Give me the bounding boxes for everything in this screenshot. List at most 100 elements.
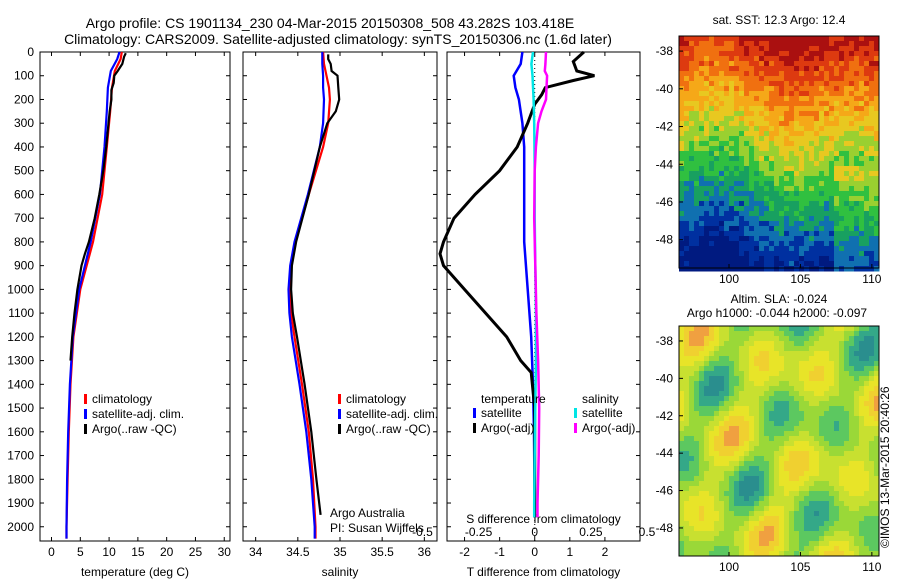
- sst-map-cell: [804, 236, 810, 242]
- sst-map-cell: [704, 211, 710, 217]
- sst-map-cell: [684, 61, 690, 67]
- sla-map-cell: [709, 336, 715, 342]
- sst-map-cell: [774, 36, 780, 42]
- sst-map-cell: [839, 141, 845, 147]
- sst-map-cell: [809, 91, 815, 97]
- sst-map-cell: [719, 81, 725, 87]
- sst-map-cell: [739, 81, 745, 87]
- sst-map-cell: [764, 241, 770, 247]
- sla-map-cell: [714, 441, 720, 447]
- sst-map-cell: [854, 226, 860, 232]
- sst-map-cell: [764, 176, 770, 182]
- sla-map-cell: [794, 411, 800, 417]
- sla-map-cell: [679, 466, 685, 472]
- sst-map-cell: [714, 101, 720, 107]
- sla-map-cell: [719, 386, 725, 392]
- sla-map-y-tick-label: -38: [656, 334, 674, 348]
- sst-map-cell: [804, 211, 810, 217]
- sst-map-cell: [679, 136, 685, 142]
- sla-map-cell: [789, 436, 795, 442]
- sst-map-cell: [869, 196, 875, 202]
- sst-map-cell: [684, 51, 690, 57]
- sst-map-cell: [799, 136, 805, 142]
- sla-map-cell: [824, 401, 830, 407]
- sst-map-cell: [844, 126, 850, 132]
- sla-map-cell: [849, 396, 855, 402]
- sla-map-cell: [864, 361, 870, 367]
- sla-map-cell: [679, 496, 685, 502]
- sla-map-cell: [749, 471, 755, 477]
- sst-map-cell: [714, 231, 720, 237]
- sst-map-cell: [724, 166, 730, 172]
- sla-map-cell: [739, 401, 745, 407]
- sst-map-cell: [714, 241, 720, 247]
- sst-map-cell: [679, 131, 685, 137]
- sla-map-cell: [824, 531, 830, 537]
- sla-map-cell: [684, 481, 690, 487]
- sst-map-cell: [854, 96, 860, 102]
- sla-map-cell: [804, 426, 810, 432]
- sla-map-cell: [799, 511, 805, 517]
- sla-map-cell: [789, 551, 795, 557]
- sla-map-cell: [869, 351, 875, 357]
- sst-map-cell: [679, 216, 685, 222]
- sst-map-cell: [864, 146, 870, 152]
- sla-map-cell: [819, 516, 825, 522]
- sst-map-cell: [729, 141, 735, 147]
- sst-map-cell: [839, 61, 845, 67]
- sst-map-cell: [794, 251, 800, 257]
- sla-map-cell: [794, 351, 800, 357]
- sst-map-cell: [799, 101, 805, 107]
- sla-map-cell: [859, 501, 865, 507]
- sst-map-cell: [719, 121, 725, 127]
- sst-map-cell: [814, 151, 820, 157]
- sla-map-cell: [774, 481, 780, 487]
- sst-map-cell: [704, 156, 710, 162]
- sla-map-cell: [859, 426, 865, 432]
- sst-map-cell: [764, 131, 770, 137]
- sst-map-cell: [754, 266, 760, 272]
- sla-map-cell: [794, 336, 800, 342]
- sla-map-cell: [864, 371, 870, 377]
- sst-map-cell: [729, 201, 735, 207]
- sla-map-cell: [749, 511, 755, 517]
- sst-map-cell: [799, 246, 805, 252]
- sla-map-cell: [729, 426, 735, 432]
- sst-map-cell: [779, 76, 785, 82]
- sst-map-cell: [789, 76, 795, 82]
- x-tick-label-salinity: 35.5: [370, 545, 394, 559]
- sst-map-cell: [704, 246, 710, 252]
- sla-map-cell: [839, 536, 845, 542]
- sst-map-cell: [694, 81, 700, 87]
- sst-map-cell: [744, 56, 750, 62]
- sla-map-cell: [849, 451, 855, 457]
- sst-map-cell: [714, 56, 720, 62]
- sla-map-cell: [849, 476, 855, 482]
- sst-map-cell: [794, 221, 800, 227]
- sla-map-cell: [734, 516, 740, 522]
- sst-map-cell: [804, 121, 810, 127]
- sst-map-cell: [749, 146, 755, 152]
- sst-map-cell: [869, 246, 875, 252]
- sst-map-cell: [739, 106, 745, 112]
- sst-map-cell: [749, 136, 755, 142]
- sst-map-cell: [699, 216, 705, 222]
- sla-map-cell: [844, 351, 850, 357]
- sla-map-cell: [769, 506, 775, 512]
- sla-map-cell: [704, 506, 710, 512]
- sst-map-cell: [839, 96, 845, 102]
- sst-map-cell: [744, 201, 750, 207]
- sst-map-cell: [739, 166, 745, 172]
- sst-map-cell: [734, 201, 740, 207]
- sst-map-cell: [869, 66, 875, 72]
- sst-map-cell: [809, 266, 815, 272]
- sla-map-cell: [779, 431, 785, 437]
- sst-map-cell: [804, 206, 810, 212]
- sst-map-cell: [829, 231, 835, 237]
- sst-map-cell: [789, 81, 795, 87]
- sst-map-cell: [844, 221, 850, 227]
- sla-map-cell: [799, 461, 805, 467]
- sla-map-cell: [734, 356, 740, 362]
- sla-map-cell: [709, 451, 715, 457]
- sla-map-cell: [854, 526, 860, 532]
